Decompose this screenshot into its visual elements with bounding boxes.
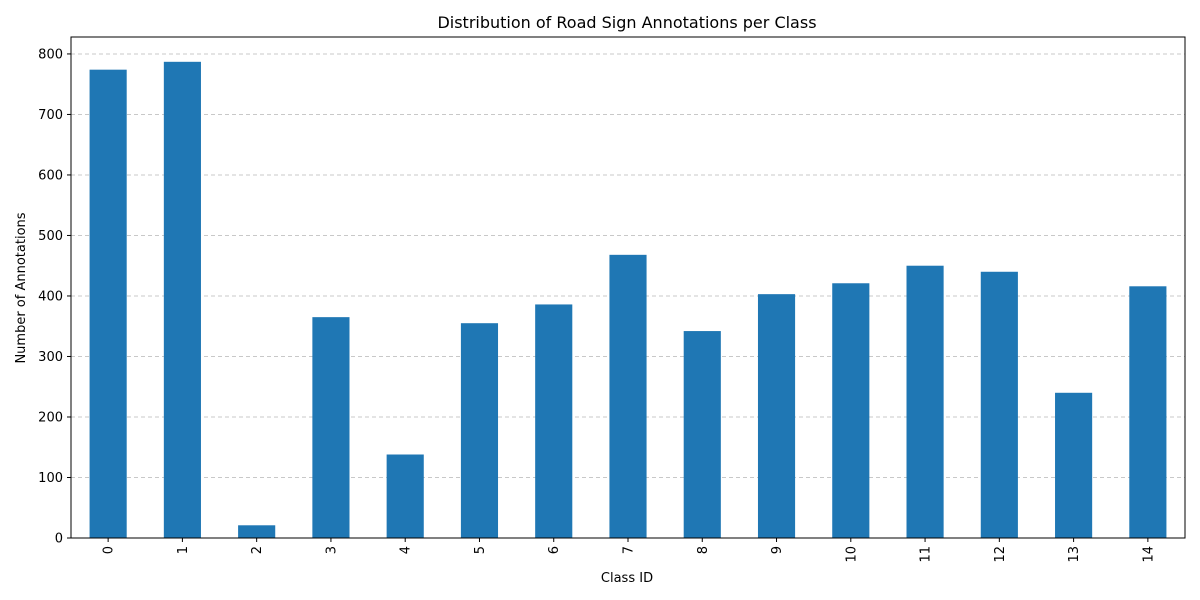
y-axis-label: Number of Annotations [14,212,29,363]
bar-class-4 [386,454,424,538]
bar-class-9 [757,294,796,538]
y-tick-label: 600 [38,168,63,183]
chart-title: Distribution of Road Sign Annotations pe… [437,13,816,32]
bar-class-7 [609,254,647,538]
bar-class-5 [460,323,499,538]
x-tick-label: 9 [770,546,785,554]
x-tick-label: 12 [993,546,1008,563]
x-tick-label: 14 [1141,546,1156,563]
x-tick-label: 5 [473,546,488,554]
y-ticks: 0 100 200 300 400 500 600 700 800 [38,47,71,547]
x-tick-label: 1 [176,546,191,554]
x-tick-label: 11 [919,546,934,563]
x-tick-label: 7 [622,546,637,554]
y-tick-label: 200 [38,410,63,425]
y-tick-label: 0 [55,532,63,547]
x-tick-label: 13 [1067,546,1082,563]
bar-class-2 [238,525,276,538]
x-tick-label: 2 [250,546,265,554]
bar-class-8 [683,331,721,538]
x-tick-label: 8 [696,546,711,554]
bar-class-14 [1129,286,1167,538]
bar-class-12 [980,271,1018,538]
bars [89,61,1167,538]
x-axis-label: Class ID [601,571,653,586]
bar-class-1 [163,61,201,538]
bar-class-10 [832,283,870,538]
y-tick-label: 500 [38,229,63,244]
x-tick-label: 0 [102,546,117,554]
x-tick-label: 6 [547,546,562,554]
bar-class-0 [89,69,127,538]
bar-class-11 [906,265,944,538]
bar-class-13 [1055,392,1093,538]
x-tick-label: 3 [324,546,339,554]
bar-class-6 [535,304,573,538]
x-tick-label: 4 [399,546,414,554]
y-tick-label: 300 [38,350,63,365]
y-tick-label: 400 [38,289,63,304]
y-tick-label: 700 [38,108,63,123]
y-tick-label: 800 [38,47,63,62]
y-tick-label: 100 [38,471,63,486]
bar-class-3 [312,317,350,538]
x-ticks: 0 1 2 3 4 5 6 7 8 9 10 11 12 13 14 [102,538,1156,563]
x-tick-label: 10 [844,546,859,563]
